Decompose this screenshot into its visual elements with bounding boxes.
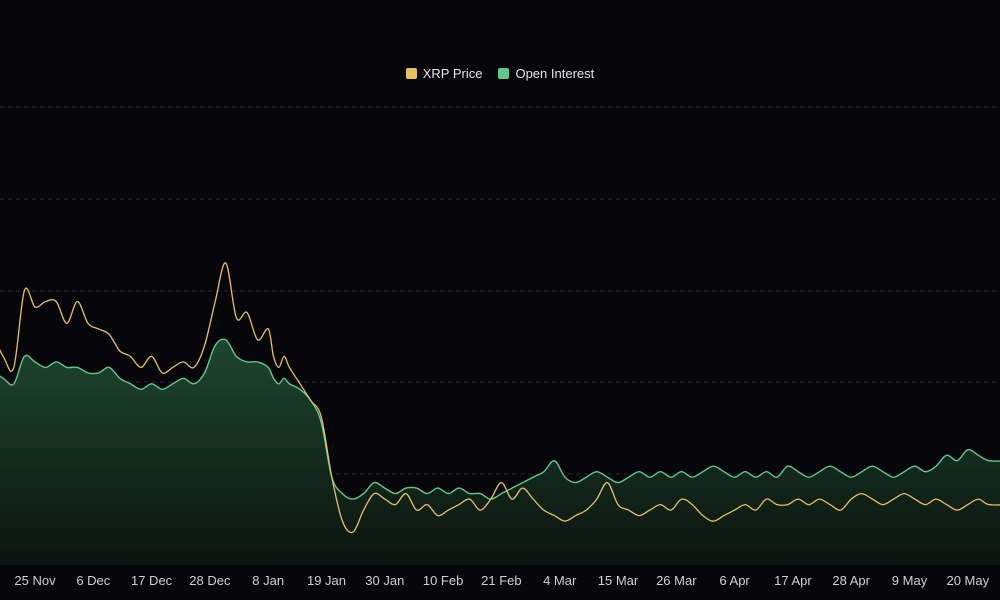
x-tick-label: 17 Dec bbox=[131, 573, 173, 588]
x-tick-label: 19 Jan bbox=[307, 573, 346, 588]
area-layer bbox=[0, 339, 1000, 565]
legend-item-xrp-price[interactable]: XRP Price bbox=[405, 66, 483, 81]
x-tick-label: 30 Jan bbox=[365, 573, 404, 588]
x-tick-label: 21 Feb bbox=[481, 573, 521, 588]
legend: XRP Price Open Interest bbox=[0, 66, 1000, 81]
xrp-price-line bbox=[0, 262, 1000, 534]
x-tick-label: 20 May bbox=[946, 573, 989, 588]
legend-swatch-xrp-price bbox=[405, 68, 417, 79]
open-interest-line bbox=[0, 338, 1000, 500]
x-tick-label: 28 Dec bbox=[189, 573, 231, 588]
legend-item-open-interest[interactable]: Open Interest bbox=[498, 66, 594, 81]
legend-swatch-open-interest bbox=[498, 68, 510, 79]
x-tick-label: 4 Mar bbox=[543, 573, 577, 588]
x-tick-label: 6 Dec bbox=[76, 573, 110, 588]
x-tick-label: 8 Jan bbox=[252, 573, 284, 588]
legend-label-xrp-price: XRP Price bbox=[422, 66, 483, 81]
x-tick-label: 26 Mar bbox=[656, 573, 697, 588]
x-axis: 25 Nov 6 Dec 17 Dec 28 Dec 8 Jan 19 Jan 30 Jan… bbox=[14, 573, 989, 588]
legend-label-open-interest: Open Interest bbox=[515, 66, 595, 81]
x-tick-label: 25 Nov bbox=[14, 573, 56, 588]
x-tick-label: 28 Apr bbox=[832, 573, 870, 588]
x-tick-label: 15 Mar bbox=[598, 573, 639, 588]
x-tick-label: 6 Apr bbox=[719, 573, 750, 588]
open-interest-area bbox=[0, 339, 1000, 565]
line-layer bbox=[0, 262, 1000, 534]
x-tick-label: 9 May bbox=[892, 573, 928, 588]
x-tick-label: 10 Feb bbox=[423, 573, 463, 588]
x-tick-label: 17 Apr bbox=[774, 573, 812, 588]
